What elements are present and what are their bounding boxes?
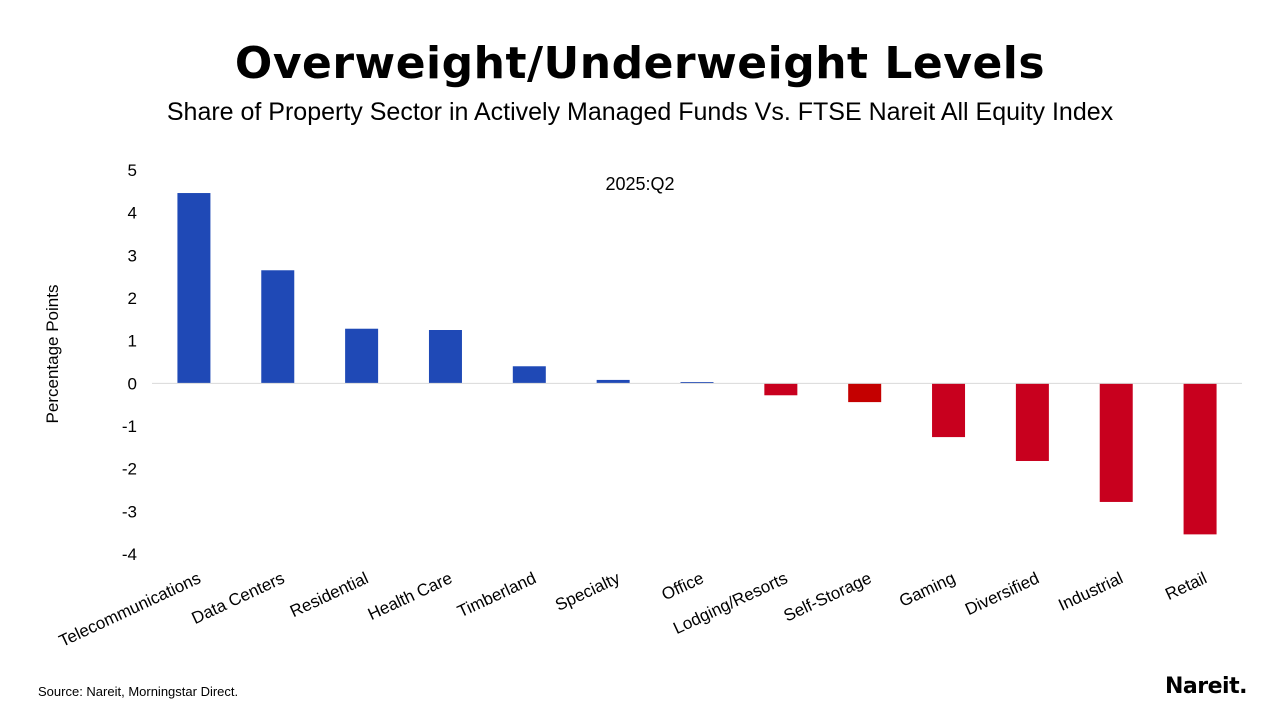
bar xyxy=(680,382,714,384)
bar xyxy=(764,383,798,396)
bar xyxy=(1015,383,1049,461)
y-tick-label: -1 xyxy=(122,417,137,436)
x-tick-label: Health Care xyxy=(365,568,455,624)
bar xyxy=(261,270,295,384)
chart-title: Overweight/Underweight Levels xyxy=(234,38,1046,89)
x-tick-label: Residential xyxy=(287,568,371,621)
x-tick-label: Telecommunications xyxy=(56,568,204,650)
bar xyxy=(512,366,546,384)
y-tick-label: -4 xyxy=(122,545,137,564)
bar xyxy=(932,383,966,438)
x-tick-label: Industrial xyxy=(1055,568,1126,614)
y-tick-label: 1 xyxy=(128,332,137,351)
y-tick-label: -3 xyxy=(122,502,137,521)
y-tick-label: -2 xyxy=(122,460,137,479)
x-tick-label: Timberland xyxy=(454,568,539,621)
bar xyxy=(596,379,630,384)
bar xyxy=(848,383,882,403)
y-axis-label: Percentage Points xyxy=(43,285,62,424)
source-note: Source: Nareit, Morningstar Direct. xyxy=(38,684,239,699)
bar xyxy=(1099,383,1133,502)
x-tick-label: Data Centers xyxy=(189,568,288,628)
x-tick-label: Diversified xyxy=(962,568,1042,619)
chart-subtitle: Share of Property Sector in Actively Man… xyxy=(166,98,1114,126)
y-tick-label: 5 xyxy=(128,161,137,180)
y-tick-label: 4 xyxy=(128,204,137,223)
period-annotation: 2025:Q2 xyxy=(605,174,674,194)
bar xyxy=(177,193,211,384)
y-tick-label: 2 xyxy=(128,289,137,308)
x-tick-label: Specialty xyxy=(552,568,623,615)
y-tick-label: 3 xyxy=(128,246,137,265)
bar xyxy=(428,330,462,384)
x-tick-label: Gaming xyxy=(896,568,958,610)
x-tick-label: Office xyxy=(659,568,707,604)
bar xyxy=(345,328,379,384)
x-tick-label: Retail xyxy=(1162,568,1209,604)
nareit-logo: Nareit. xyxy=(1165,674,1247,699)
y-tick-label: 0 xyxy=(128,374,137,393)
x-tick-label: Self-Storage xyxy=(781,568,875,625)
bar xyxy=(1183,383,1217,535)
